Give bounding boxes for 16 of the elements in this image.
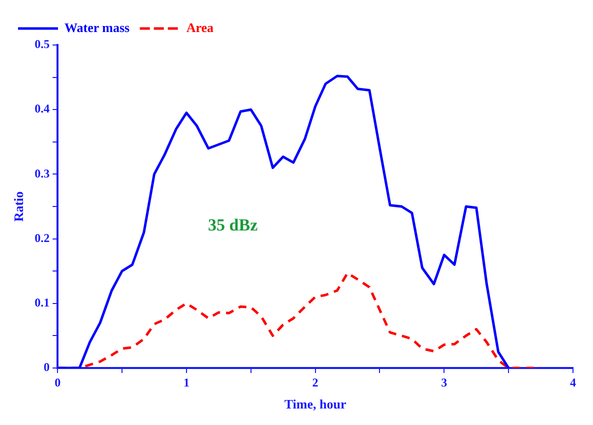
y-axis-title: Ratio bbox=[11, 191, 26, 222]
x-tick-label: 1 bbox=[183, 375, 190, 390]
x-tick-label: 2 bbox=[312, 375, 318, 390]
y-tick-label: 0.5 bbox=[34, 37, 50, 52]
y-tick-label: 0.2 bbox=[34, 230, 50, 245]
y-tick-label: 0.1 bbox=[34, 295, 50, 310]
y-tick-label: 0.4 bbox=[34, 102, 50, 116]
x-tick-label: 0 bbox=[54, 375, 61, 390]
y-tick-label: 0.3 bbox=[34, 166, 50, 180]
y-tick-label: 0 bbox=[44, 360, 50, 374]
legend-label: Water mass bbox=[64, 20, 130, 35]
legend-label: Area bbox=[186, 20, 214, 35]
x-tick-label: 4 bbox=[570, 375, 576, 390]
x-axis-title: Time, hour bbox=[284, 396, 346, 412]
annotation: 35 dBz bbox=[208, 215, 258, 234]
x-tick-label: 3 bbox=[441, 375, 448, 390]
